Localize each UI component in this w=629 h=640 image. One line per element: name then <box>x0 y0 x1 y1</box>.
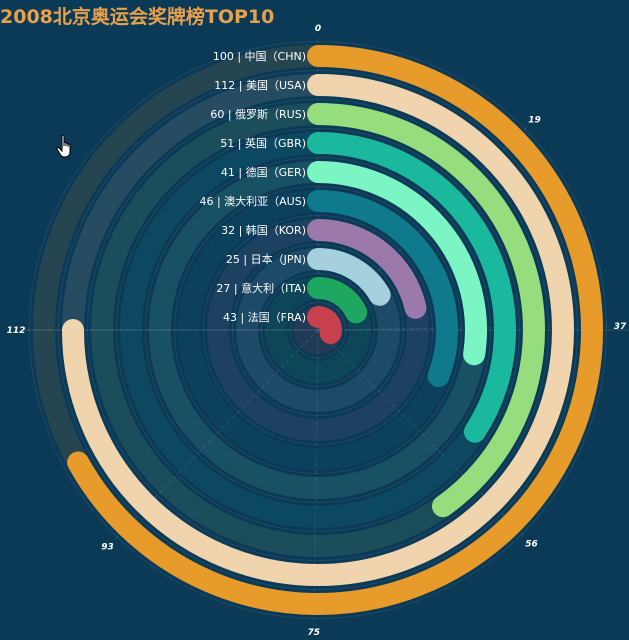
tick-label: 93 <box>101 543 114 553</box>
grid-circle <box>290 302 346 358</box>
tick-label: 37 <box>614 322 627 332</box>
grid-circle <box>203 215 433 445</box>
polar-bar[interactable] <box>307 190 458 387</box>
category-label: 60 | 俄罗斯（RUS) <box>210 108 306 121</box>
category-label: 25 | 日本（JPN) <box>226 252 306 266</box>
category-label: 112 | 美国（USA) <box>214 79 306 92</box>
bars <box>62 45 603 615</box>
category-label: 27 | 意大利（ITA) <box>216 281 306 295</box>
polar-bar[interactable] <box>307 248 391 306</box>
category-label: 51 | 英国（GBR) <box>220 136 306 150</box>
grid-circle <box>145 157 491 503</box>
tick-label: 0 <box>315 24 321 34</box>
chart-title: 2008北京奥运会奖牌榜TOP10 <box>0 6 275 28</box>
polar-bar[interactable] <box>307 161 487 366</box>
grid-circle <box>116 128 520 532</box>
category-label: 46 | 澳大利亚（AUS) <box>199 194 306 208</box>
polar-bar[interactable] <box>307 306 342 345</box>
tick-label: 112 <box>7 326 26 336</box>
grid-circle <box>87 99 549 561</box>
polar-bar[interactable] <box>67 45 603 615</box>
polar-bar[interactable] <box>307 103 545 518</box>
grid <box>20 36 629 624</box>
grid-circle <box>232 244 404 416</box>
polar-bar[interactable] <box>307 132 516 443</box>
tick-label: 19 <box>528 115 541 125</box>
polar-bar[interactable] <box>62 74 574 586</box>
mouse-pointer-icon <box>56 134 71 158</box>
grid-circle <box>29 41 607 619</box>
tick-label: 56 <box>525 540 538 550</box>
polar-bar[interactable] <box>307 277 368 324</box>
polar-bar[interactable] <box>307 219 427 319</box>
tick-label: 75 <box>307 628 320 638</box>
grid-circle <box>58 70 578 590</box>
category-label: 32 | 韩国（KOR) <box>221 223 306 237</box>
grid-circle <box>261 273 375 387</box>
category-label: 100 | 中国（CHN) <box>213 50 306 63</box>
category-label: 41 | 德国（GER) <box>221 165 306 179</box>
angle-ticks: 0 19 37 56 75 93 112 <box>7 24 627 638</box>
category-label: 43 | 法国（FRA) <box>223 310 306 324</box>
grid-circle <box>174 186 462 474</box>
category-labels: 100 | 中国（CHN) 112 | 美国（USA) 60 | 俄罗斯（RUS) 5… <box>199 50 306 324</box>
